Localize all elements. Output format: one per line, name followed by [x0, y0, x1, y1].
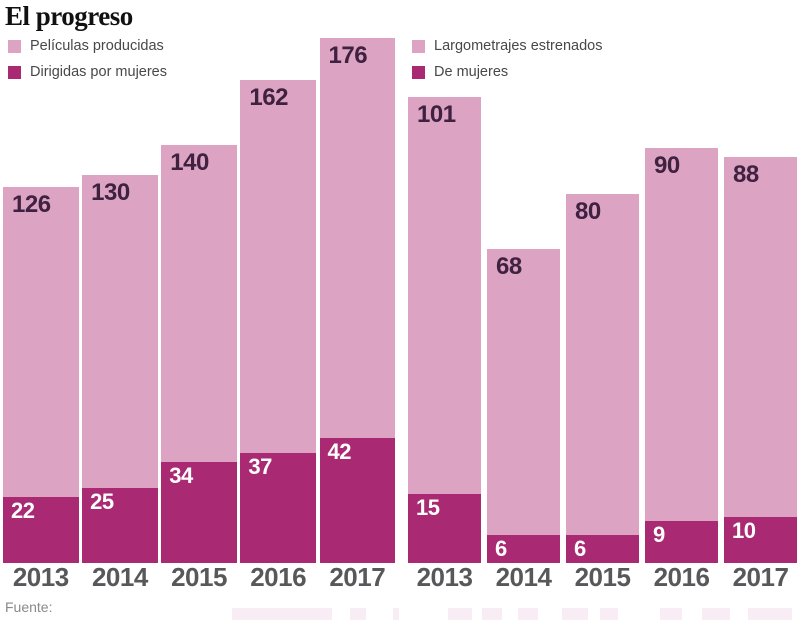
bar-subset-value-2014: 25 [90, 489, 114, 514]
bar-subset-2017 [724, 517, 797, 563]
bar-total-2017 [724, 157, 797, 563]
page-title: El progreso [5, 1, 133, 31]
x-axis-label-2014: 2014 [495, 562, 552, 592]
bar-total-value-2016: 90 [654, 152, 680, 179]
bar-total-value-2013: 101 [417, 101, 456, 128]
bar-subset-2016 [240, 453, 316, 563]
legend-label: Largometrajes estrenados [434, 38, 603, 54]
watermark-fragment [393, 608, 399, 620]
chart-panel-right: Largometrajes estrenados De mujeres 101 15 2… [408, 0, 797, 620]
source-label: Fuente: [5, 599, 53, 615]
bar-subset-value-2014: 6 [495, 536, 507, 561]
bar-total-value-2016: 162 [249, 84, 288, 111]
watermark-fragment [562, 608, 588, 620]
x-axis-label-2016: 2016 [653, 562, 710, 592]
bar-total-value-2015: 80 [575, 198, 601, 225]
watermark-fragment [702, 608, 730, 620]
bar-total-value-2017: 176 [328, 42, 368, 69]
bar-subset-2015 [566, 535, 639, 563]
bar-total-value-2014: 68 [496, 253, 522, 280]
legend-left: Películas producidas Dirigidas por mujere… [8, 36, 167, 88]
bar-subset-value-2015: 34 [169, 463, 193, 488]
bar-total-2014 [487, 249, 560, 563]
legend-swatch-dark-icon [412, 65, 425, 79]
legend-right: Largometrajes estrenados De mujeres [412, 36, 602, 88]
legend-label: Películas producidas [30, 38, 164, 54]
bar-subset-value-2015: 6 [574, 536, 586, 561]
legend-swatch-light-icon [8, 39, 21, 53]
bar-subset-value-2017: 42 [327, 439, 352, 464]
bar-total-value-2014: 130 [91, 179, 130, 206]
watermark-fragment [232, 608, 332, 620]
legend-item: Dirigidas por mujeres [8, 62, 167, 82]
bar-subset-2014 [487, 535, 560, 563]
x-axis-label-2014: 2014 [91, 562, 148, 592]
bar-subset-2013 [3, 497, 79, 563]
bar-subset-value-2013: 22 [11, 498, 35, 523]
x-axis-label-2015: 2015 [574, 562, 631, 592]
legend-swatch-light-icon [412, 39, 425, 53]
bar-subset-value-2016: 9 [653, 522, 665, 547]
legend-item: Películas producidas [8, 36, 167, 56]
bar-subset-value-2017: 10 [732, 518, 756, 543]
watermark-fragment [350, 608, 366, 620]
bar-subset-2017 [319, 438, 395, 563]
x-axis-label-2013: 2013 [416, 562, 473, 592]
watermark-fragment [518, 608, 538, 620]
watermark-fragment [600, 608, 618, 620]
bar-subset-2015 [161, 462, 237, 563]
watermark-fragment [660, 608, 682, 620]
legend-label: De mujeres [434, 64, 509, 80]
legend-item: Largometrajes estrenados [412, 36, 602, 56]
legend-item: De mujeres [412, 62, 602, 82]
watermark-fragment [748, 608, 792, 620]
bar-total-value-2015: 140 [170, 149, 209, 176]
watermark-fragment [448, 608, 472, 620]
x-axis-label-2017: 2017 [732, 562, 789, 592]
bar-subset-2014 [82, 488, 158, 563]
bar-total-2013 [408, 97, 481, 563]
bar-total-2016 [645, 148, 718, 563]
x-axis-label-2013: 2013 [12, 562, 69, 592]
chart-panel-left: Películas producidas Dirigidas por mujere… [3, 0, 395, 620]
x-axis-label-2017: 2017 [329, 562, 386, 592]
legend-label: Dirigidas por mujeres [30, 64, 167, 80]
bar-subset-value-2013: 15 [416, 495, 440, 520]
x-axis-label-2016: 2016 [250, 562, 307, 592]
legend-swatch-dark-icon [8, 65, 21, 79]
watermark-fragment [482, 608, 502, 620]
bar-subset-2016 [645, 521, 718, 563]
bar-subset-2013 [408, 494, 481, 563]
bar-total-value-2013: 126 [12, 191, 51, 218]
bar-total-2015 [566, 194, 639, 563]
bar-total-value-2017: 88 [733, 161, 759, 188]
x-axis-label-2015: 2015 [171, 562, 227, 592]
bar-subset-value-2016: 37 [248, 454, 272, 479]
